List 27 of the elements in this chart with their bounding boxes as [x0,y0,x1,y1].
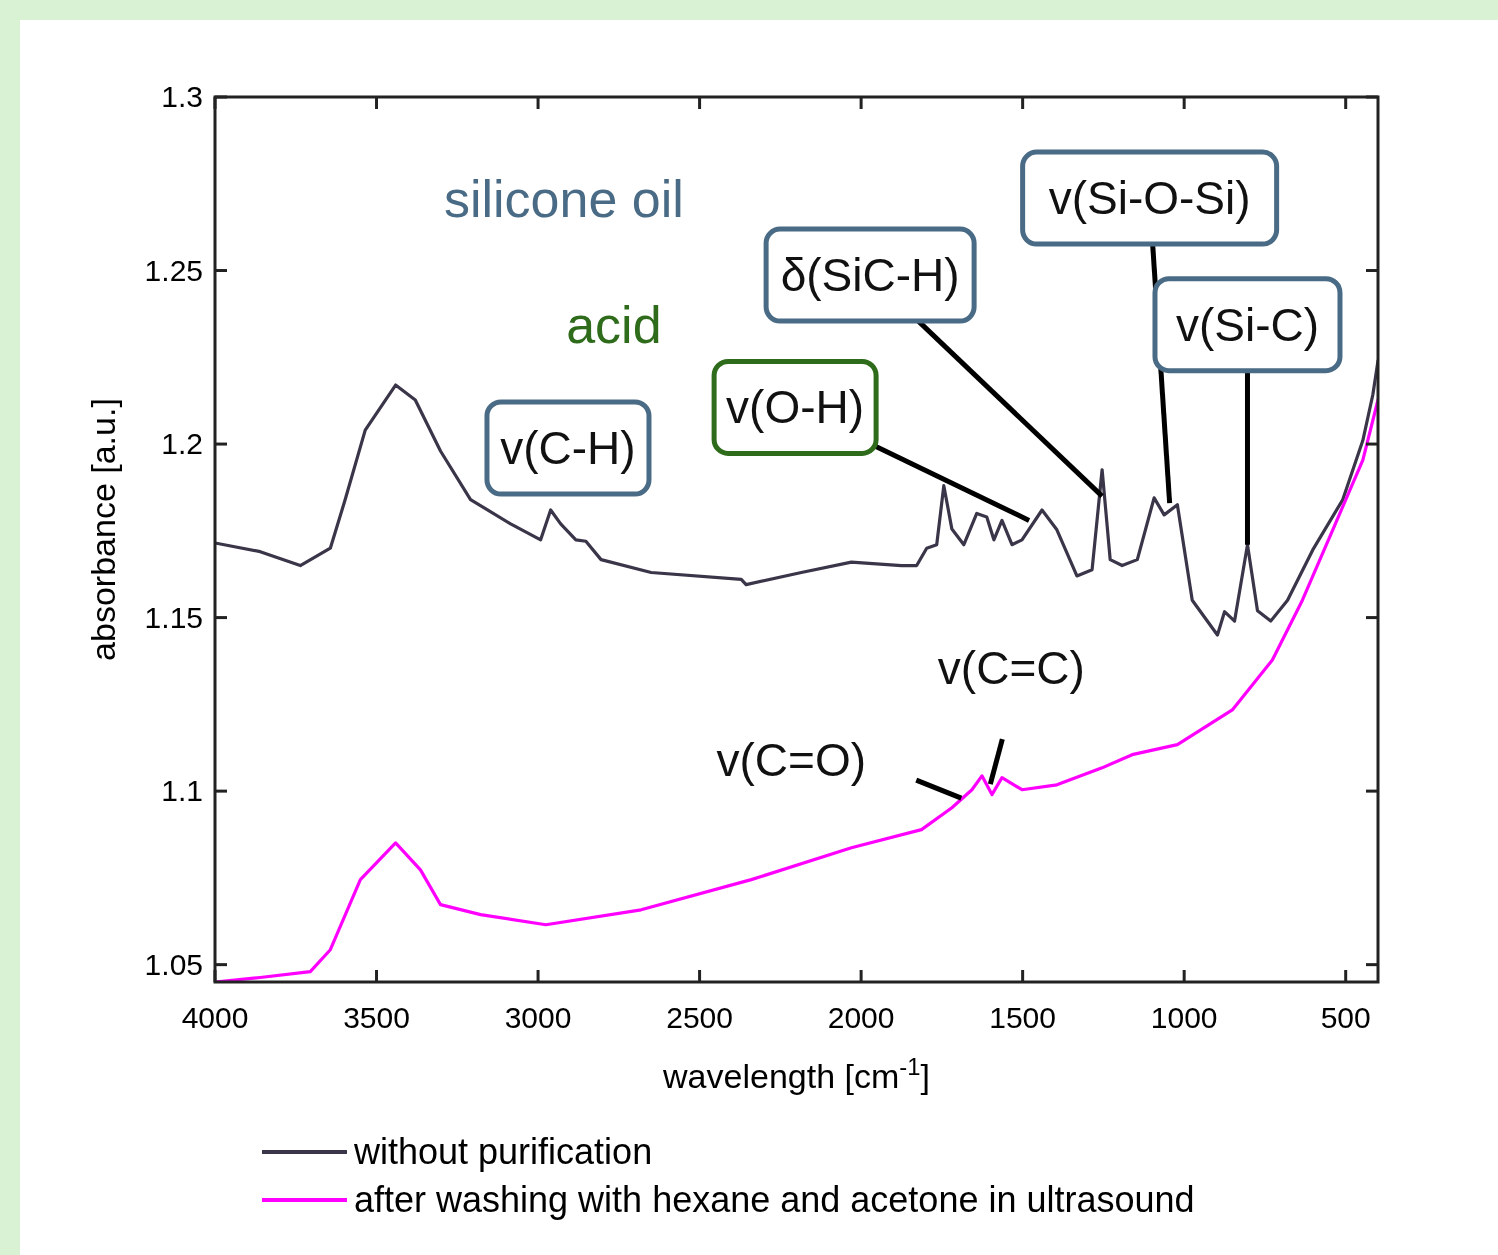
y-tick-label: 1.3 [161,80,203,113]
x-tick-label: 2500 [666,1001,733,1034]
legend-label: after washing with hexane and acetone in ultrasound [354,1179,1195,1220]
y-tick-label: 1.05 [144,947,203,981]
y-axis-title: absorbance [a.u.] [84,398,122,661]
annotation: v(C=C) [937,642,1085,695]
annotation: v(C-H) [500,422,636,474]
annotation: v(C=O) [716,734,867,787]
x-tick-label: 4000 [181,1001,249,1034]
annotation: v(O-H) [726,381,865,434]
y-tick-label: 1.1 [161,774,203,808]
x-tick-label: 2000 [827,1001,895,1034]
annotation: δ(SiC-H) [780,249,960,302]
y-tick-label: 1.2 [161,427,203,461]
x-tick-label: 3000 [504,1001,572,1034]
annotation: acid [566,296,662,355]
y-tick-label: 1.15 [144,600,203,634]
x-tick-label: 1500 [989,1001,1057,1034]
x-axis-title: wavelength [cm$^{-1}$] [662,1052,930,1095]
x-tick-label: 3500 [343,1001,410,1034]
x-tick-label: 1000 [1150,1001,1218,1034]
annotation: v(Si-C) [1175,298,1320,351]
annotation: silicone oil [443,169,684,228]
x-tick-label: 500 [1320,1001,1371,1034]
legend-label: without purification [353,1131,653,1172]
annotation: v(Si-O-Si) [1048,172,1251,225]
y-tick-label: 1.25 [144,253,203,287]
